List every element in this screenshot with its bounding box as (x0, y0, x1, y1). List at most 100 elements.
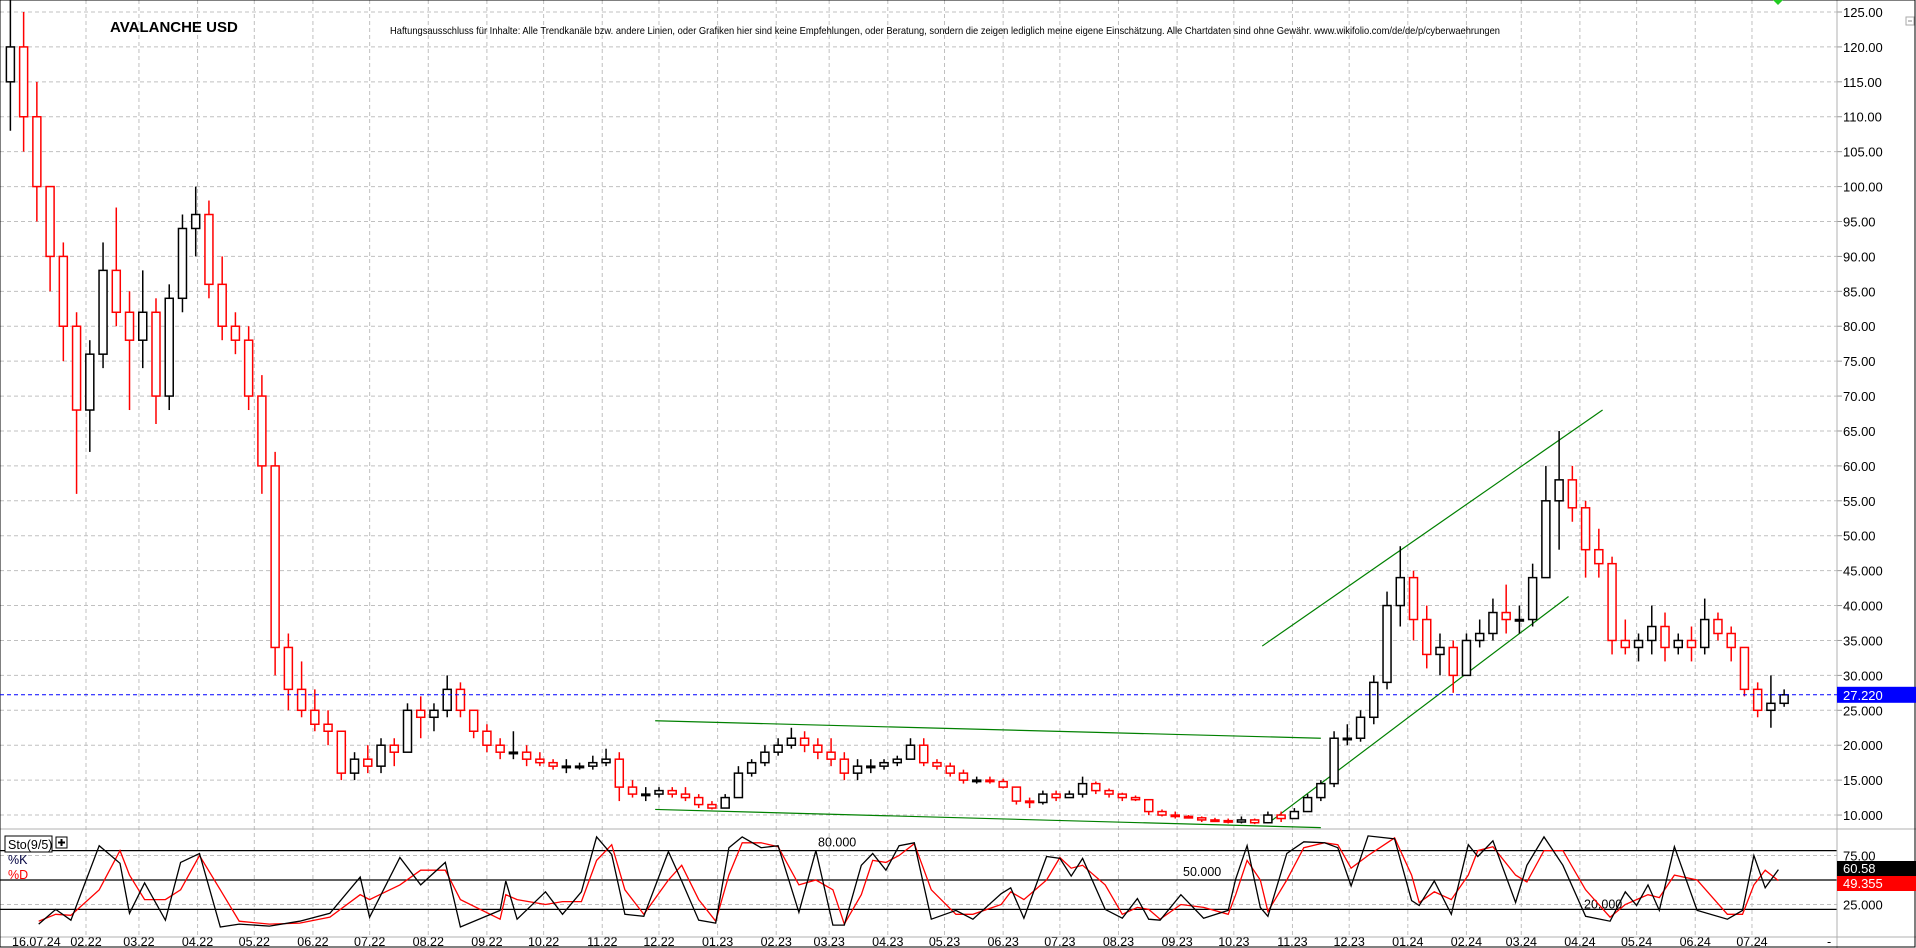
candle (1024, 797, 1035, 809)
candle-body (1144, 798, 1154, 813)
candle-body (1249, 819, 1260, 824)
candle-body (680, 793, 691, 799)
candle (257, 375, 267, 494)
date-stamp: 16.07.24 (12, 935, 61, 948)
collapse-icon[interactable] (1905, 16, 1915, 26)
date-tick-label: 05.24 (1621, 935, 1652, 948)
date-tick-label: 09.23 (1161, 935, 1192, 948)
date-tick-label: 11.23 (1277, 935, 1307, 948)
candle (5, 0, 16, 131)
candle (1289, 808, 1300, 820)
stochastic-panel: 80.000 50.000 20.000 (0, 835, 1837, 928)
candle-body (918, 744, 929, 764)
candle (773, 738, 783, 756)
candle (1580, 500, 1591, 578)
date-tick-label: 05.23 (929, 935, 960, 948)
candle-body (707, 803, 717, 809)
candle (124, 291, 135, 411)
candle-body (230, 325, 241, 341)
candle-body (905, 744, 916, 760)
candle (1011, 786, 1022, 805)
candle (1196, 816, 1207, 823)
price-tick-label: 35.000 (1843, 633, 1883, 648)
candle-body (1686, 639, 1697, 649)
indicator-label-box[interactable] (4, 835, 53, 853)
date-tick-label: 07.23 (1044, 935, 1075, 948)
price-tick-label: 20.000 (1843, 738, 1883, 753)
candle (707, 801, 717, 810)
candle (641, 787, 651, 802)
k-value-badge (1837, 861, 1916, 876)
candle (1249, 818, 1260, 825)
date-tick-label: 03.22 (123, 935, 154, 948)
candle-body (376, 744, 386, 767)
candle (310, 689, 320, 732)
price-tick-label: 105.00 (1843, 145, 1883, 160)
grid (0, 0, 1837, 937)
candle (482, 724, 492, 753)
candle-body (1196, 817, 1207, 821)
candle-body (1289, 810, 1300, 820)
candle (1620, 619, 1631, 655)
candle (1038, 790, 1048, 805)
date-tick-label: 03.23 (814, 935, 845, 948)
candle (1779, 689, 1789, 707)
candle (1316, 780, 1326, 802)
k-line (38, 835, 1779, 928)
candle-body (482, 730, 492, 746)
trendline (1261, 409, 1603, 647)
candle (627, 780, 638, 798)
candle (998, 778, 1008, 789)
date-tick-label: 10.22 (528, 935, 559, 948)
candle-body (945, 765, 955, 774)
candle (1355, 710, 1366, 742)
candle (468, 709, 479, 739)
candle-body (270, 465, 280, 649)
candle (918, 738, 929, 767)
candle (217, 256, 227, 341)
candle-body (1011, 786, 1022, 802)
candle (852, 759, 863, 781)
candle-body (1567, 479, 1578, 509)
candle-body (468, 709, 479, 732)
candle (932, 759, 942, 770)
candle-body (1024, 800, 1035, 804)
candle-body (588, 761, 598, 767)
candle-body (151, 311, 161, 397)
candle-body (561, 765, 572, 769)
date-tick-label: 05.22 (239, 935, 270, 948)
candle-body (1077, 782, 1088, 795)
date-tick-label: 06.24 (1680, 935, 1711, 948)
price-tick-label: 100.00 (1843, 180, 1883, 195)
candle-body (1408, 576, 1419, 621)
date-tick-label: 12.23 (1334, 935, 1365, 948)
candle (1448, 640, 1458, 693)
price-tick-label: 50.00 (1843, 529, 1876, 544)
candle-body (336, 730, 347, 774)
candle (1541, 465, 1551, 579)
candle-body (349, 758, 360, 774)
candle-body (760, 751, 770, 764)
candle-body (1369, 681, 1379, 719)
price-tick-label: 15.000 (1843, 773, 1883, 788)
candle-body (1104, 789, 1114, 795)
candle (18, 12, 29, 152)
candle (1739, 646, 1750, 697)
candle-body (879, 761, 889, 767)
plus-icon[interactable] (55, 836, 68, 849)
date-tick-label: 10.23 (1218, 935, 1249, 948)
candle (111, 207, 122, 327)
candle-body (455, 688, 466, 712)
trendline (655, 720, 1321, 739)
candle-body (71, 325, 82, 411)
candle-body (1210, 819, 1220, 823)
candle (190, 186, 201, 257)
candle (945, 762, 955, 777)
candle (1263, 811, 1273, 824)
candle-body (98, 269, 108, 355)
price-tick-label: 115.00 (1843, 75, 1882, 90)
candle (786, 727, 797, 749)
candle-body (654, 789, 664, 795)
candle-body (164, 297, 174, 397)
